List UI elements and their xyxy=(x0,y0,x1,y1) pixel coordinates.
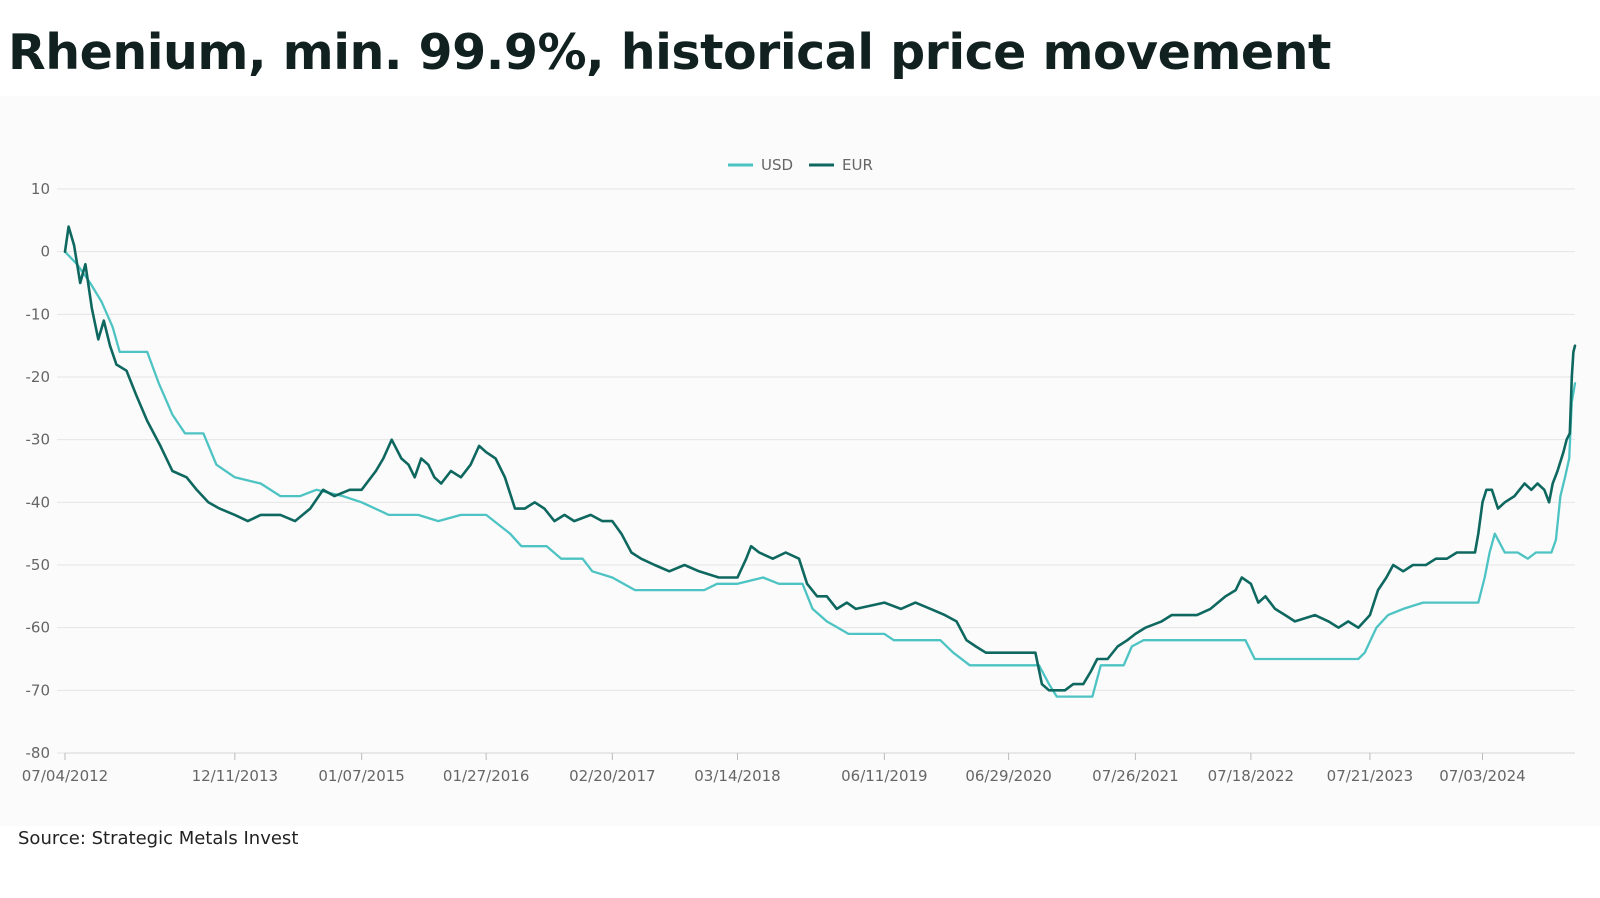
x-tick-label: 07/21/2023 xyxy=(1327,767,1413,785)
x-tick-label: 03/14/2018 xyxy=(694,767,780,785)
x-tick-label: 07/18/2022 xyxy=(1208,767,1294,785)
x-tick-label: 02/20/2017 xyxy=(569,767,655,785)
x-tick-label: 07/03/2024 xyxy=(1439,767,1525,785)
x-tick-label: 01/27/2016 xyxy=(443,767,529,785)
legend-label-eur: EUR xyxy=(842,156,873,174)
grid-layer xyxy=(57,188,1575,754)
y-tick-label: 0 xyxy=(40,243,50,261)
x-tick-label: 07/04/2012 xyxy=(22,767,108,785)
x-tick-label: 06/11/2019 xyxy=(841,767,927,785)
chart-panel: 10 0 -10 -20 -30 -40 -50 -60 -70 -80 07/04/2012 12… xyxy=(0,96,1600,826)
legend-label-usd: USD xyxy=(761,156,793,174)
page-title: Rhenium, min. 99.9%, historical price mo… xyxy=(8,24,1331,81)
y-tick-label: -60 xyxy=(26,619,51,637)
legend: USD EUR xyxy=(728,156,873,174)
y-tick-label: 10 xyxy=(31,180,50,198)
y-tick-label: -20 xyxy=(26,368,51,386)
series-line-usd xyxy=(63,250,1577,698)
x-tick-label: 01/07/2015 xyxy=(318,767,404,785)
y-tick-label: -70 xyxy=(26,681,51,699)
x-tick-label: 06/29/2020 xyxy=(965,767,1051,785)
x-axis: 07/04/2012 12/11/2013 01/07/2015 01/27/2016… xyxy=(22,752,1575,785)
y-tick-label: -10 xyxy=(26,305,51,323)
series-line-eur xyxy=(63,225,1577,692)
y-tick-label: -80 xyxy=(26,744,51,762)
y-axis: 10 0 -10 -20 -30 -40 -50 -60 -70 -80 xyxy=(26,180,51,762)
series-layer xyxy=(63,225,1577,698)
source-note: Source: Strategic Metals Invest xyxy=(18,828,299,849)
y-tick-label: -30 xyxy=(26,431,51,449)
y-tick-label: -40 xyxy=(26,493,51,511)
y-tick-label: -50 xyxy=(26,556,51,574)
x-tick-label: 07/26/2021 xyxy=(1092,767,1178,785)
x-tick-label: 12/11/2013 xyxy=(192,767,278,785)
line-chart: 10 0 -10 -20 -30 -40 -50 -60 -70 -80 07/04/2012 12… xyxy=(22,156,1577,785)
